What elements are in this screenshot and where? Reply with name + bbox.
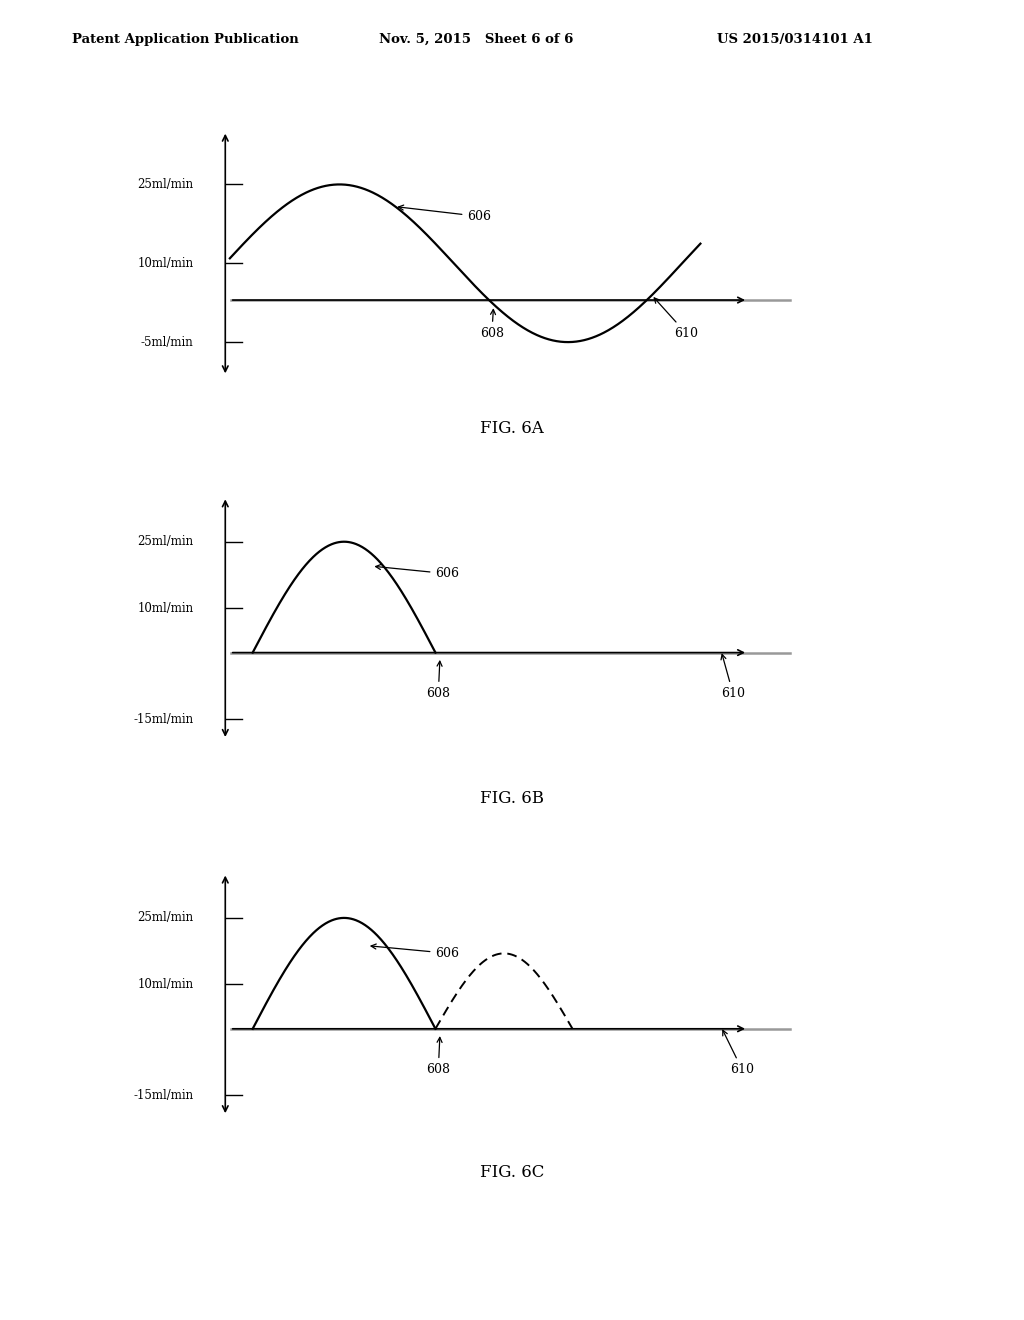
Text: 25ml/min: 25ml/min bbox=[137, 178, 194, 191]
Text: 10ml/min: 10ml/min bbox=[137, 978, 194, 991]
Text: 608: 608 bbox=[426, 661, 451, 700]
Text: Patent Application Publication: Patent Application Publication bbox=[72, 33, 298, 46]
Text: 25ml/min: 25ml/min bbox=[137, 911, 194, 924]
Text: 10ml/min: 10ml/min bbox=[137, 257, 194, 269]
Text: FIG. 6B: FIG. 6B bbox=[480, 789, 544, 807]
Text: FIG. 6C: FIG. 6C bbox=[480, 1164, 544, 1181]
Text: 606: 606 bbox=[398, 205, 492, 223]
Text: Nov. 5, 2015   Sheet 6 of 6: Nov. 5, 2015 Sheet 6 of 6 bbox=[379, 33, 573, 46]
Text: 10ml/min: 10ml/min bbox=[137, 602, 194, 615]
Text: US 2015/0314101 A1: US 2015/0314101 A1 bbox=[717, 33, 872, 46]
Text: -15ml/min: -15ml/min bbox=[133, 1089, 194, 1102]
Text: -15ml/min: -15ml/min bbox=[133, 713, 194, 726]
Text: 608: 608 bbox=[480, 309, 504, 339]
Text: 610: 610 bbox=[721, 655, 745, 700]
Text: 608: 608 bbox=[426, 1038, 451, 1076]
Text: FIG. 6A: FIG. 6A bbox=[480, 420, 544, 437]
Text: 610: 610 bbox=[723, 1031, 754, 1076]
Text: 610: 610 bbox=[654, 298, 698, 339]
Text: 606: 606 bbox=[371, 944, 460, 960]
Text: 25ml/min: 25ml/min bbox=[137, 535, 194, 548]
Text: 606: 606 bbox=[376, 565, 460, 581]
Text: -5ml/min: -5ml/min bbox=[140, 335, 194, 348]
